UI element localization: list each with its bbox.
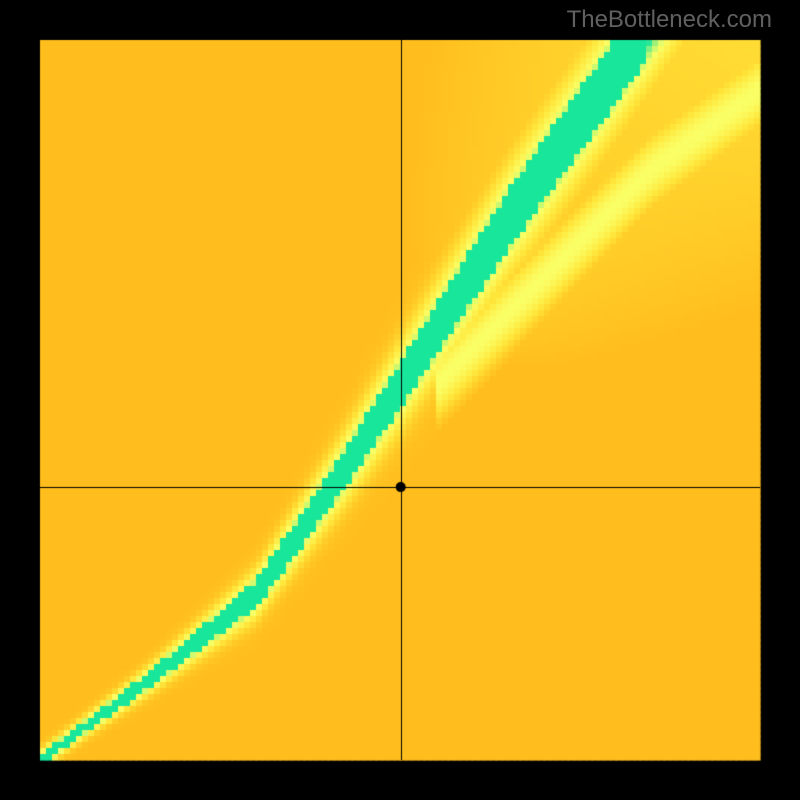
watermark-label: TheBottleneck.com bbox=[567, 6, 772, 34]
chart-root: TheBottleneck.com bbox=[0, 0, 800, 800]
heatmap-canvas bbox=[0, 0, 800, 800]
